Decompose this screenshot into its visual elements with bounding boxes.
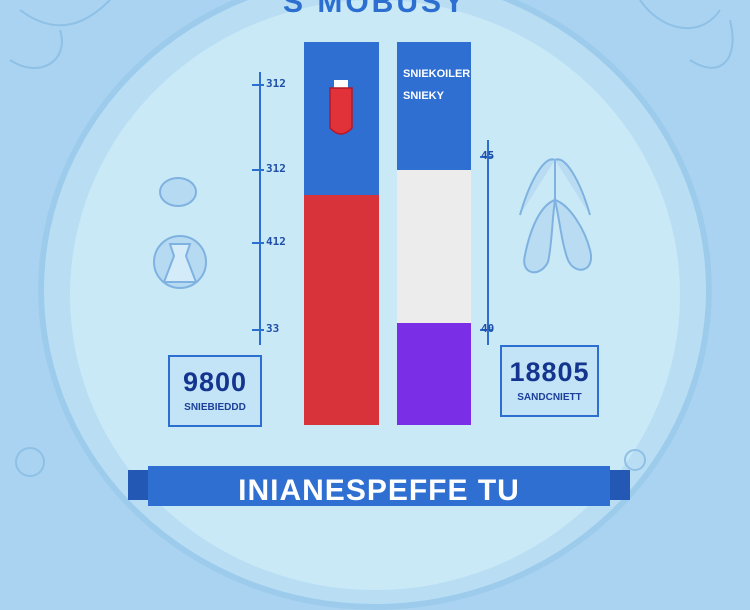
right-stat-value: 18805 bbox=[509, 357, 590, 387]
tick-label: 33 bbox=[266, 322, 280, 335]
chart-title: S MOBUSY bbox=[282, 0, 468, 19]
doodle-top-right bbox=[639, 0, 721, 29]
flask-icon bbox=[153, 177, 207, 289]
left-stat-label: SNIEBIEDDD bbox=[184, 402, 246, 413]
doodle-bottom-left bbox=[15, 447, 45, 477]
tick-label: 312 bbox=[266, 162, 286, 175]
lungs-icon bbox=[519, 158, 593, 274]
left-stat-value: 9800 bbox=[182, 367, 248, 397]
tick-label: 40 bbox=[481, 322, 495, 335]
right-stat-box: 18805 SANDCNIETT bbox=[500, 345, 599, 417]
tick-label: 312 bbox=[266, 77, 286, 90]
tick-label: 45 bbox=[481, 149, 495, 162]
doodle-top-right-2 bbox=[689, 19, 734, 69]
footer-ribbon bbox=[148, 466, 610, 506]
doodle-top-left bbox=[19, 0, 111, 27]
tick-label: 412 bbox=[266, 235, 286, 248]
decoration-layer bbox=[9, 0, 734, 477]
test-tube-layer bbox=[329, 80, 353, 135]
doodle-top-left-2 bbox=[9, 29, 63, 70]
bar-1-segment-1 bbox=[304, 195, 379, 425]
bar-2-segment-label: SNIEKOILER bbox=[403, 68, 471, 80]
left-stat-box: 9800 SNIEBIEDDD bbox=[168, 355, 262, 427]
bar-2-segment-1 bbox=[397, 322, 471, 425]
doodle-bottom-right bbox=[624, 449, 646, 471]
chart-frame: S MOBUSY 312 312 412 33 45 40 SNIEKOILER SNIE… bbox=[9, 0, 734, 610]
right-stat-label: SANDCNIETT bbox=[517, 392, 582, 403]
footer-banner-text: INIANESPEFFE TU bbox=[238, 474, 520, 507]
bar-2-segment-2 bbox=[397, 169, 471, 323]
axes-layer bbox=[252, 72, 492, 345]
bar-2-segment-3 bbox=[397, 42, 471, 170]
bar-2-segment-label: SNIEKY bbox=[403, 90, 444, 102]
test-tube-icon bbox=[329, 80, 353, 135]
